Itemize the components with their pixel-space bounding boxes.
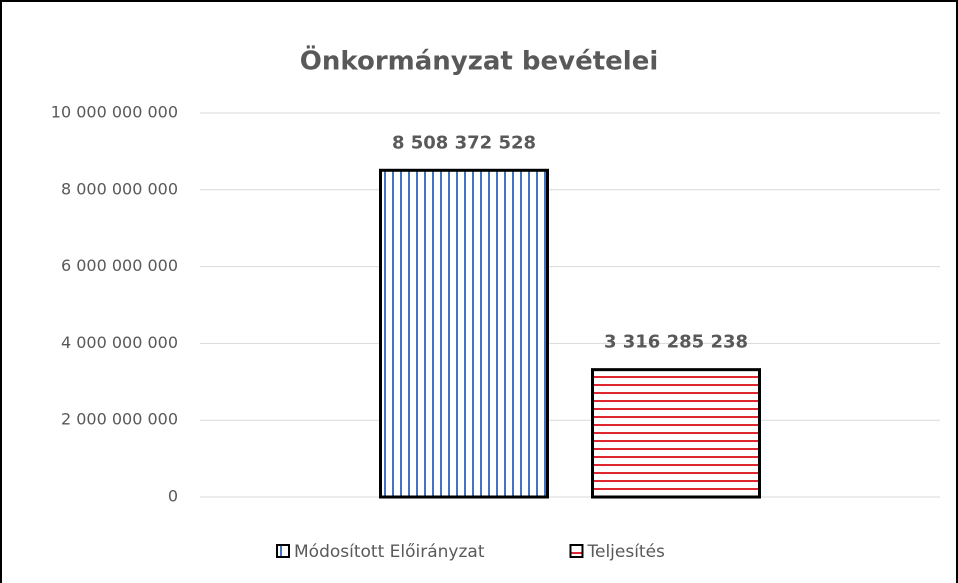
y-tick-label: 6 000 000 000 xyxy=(61,256,178,275)
y-tick-label: 2 000 000 000 xyxy=(61,410,178,429)
legend-label: Módosított Előirányzat xyxy=(294,542,485,562)
y-tick-label: 8 000 000 000 xyxy=(61,179,178,198)
chart-title: Önkormányzat bevételei xyxy=(300,44,659,77)
y-tick-label: 4 000 000 000 xyxy=(61,333,178,352)
bar xyxy=(591,368,761,499)
bar xyxy=(379,168,549,499)
legend-swatch xyxy=(569,544,584,558)
y-tick-label: 10 000 000 000 xyxy=(51,103,178,122)
legend-label: Teljesítés xyxy=(586,542,665,562)
y-tick-label: 0 xyxy=(168,487,178,506)
data-label: 8 508 372 528 xyxy=(392,132,536,153)
data-label: 3 316 285 238 xyxy=(604,332,748,353)
legend-swatch xyxy=(276,544,290,558)
